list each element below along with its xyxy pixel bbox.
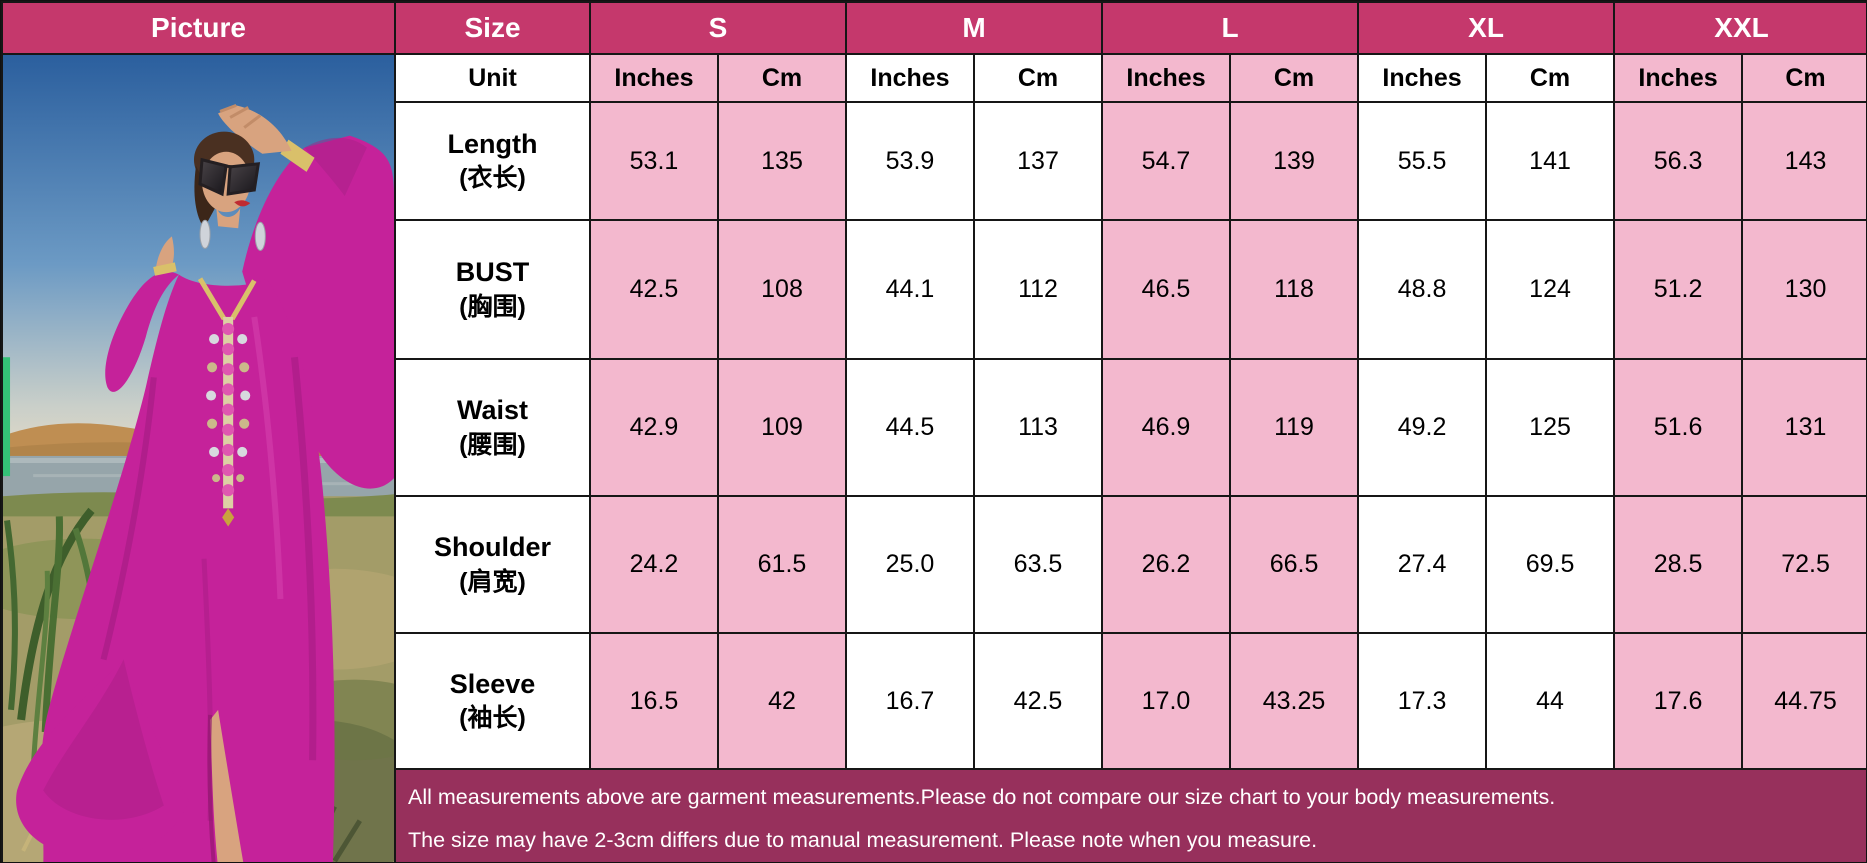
measurement-cell: 119 [1229,358,1360,497]
measurement-cell: 72.5 [1741,495,1866,634]
measurement-cell: 44.75 [1741,632,1866,770]
measurement-cell: 124 [1485,219,1616,360]
measurement-cell: 46.5 [1101,219,1232,360]
measurement-cell: 69.5 [1485,495,1616,634]
measurement-cell: 137 [972,101,1104,221]
measurement-cell: 25.0 [845,495,975,634]
notes-row: All measurements above are garment measu… [2,768,1866,862]
measurement-cell: 42.5 [589,219,719,360]
measurement-cell: 109 [717,358,847,497]
size-header-xl: XL [1357,1,1616,55]
measurement-cell: 143 [1741,101,1866,221]
size-header-m: M [844,1,1104,55]
measurement-cell: 24.2 [589,495,719,634]
measurement-cell: 16.5 [589,632,719,770]
row-label-sleeve: Sleeve (袖长) [394,632,591,770]
measurement-cell: 131 [1741,358,1866,497]
size-header-l: L [1101,1,1360,55]
green-edge-strip [4,357,11,477]
measurement-cell: 46.9 [1101,358,1232,497]
measurement-cell: 44 [1485,632,1616,770]
measurement-cell: 26.2 [1101,495,1232,634]
unit-cell: Inches [1101,53,1232,103]
measurement-cell: 53.1 [589,101,719,221]
unit-cell: Inches [589,53,719,103]
measurement-cell: 56.3 [1613,101,1744,221]
row-label-length: Length (衣长) [394,101,591,221]
table-row-length: Length (衣长) 53.1 135 53.9 137 54.7 139 5… [2,101,1866,221]
measurement-cell: 125 [1485,358,1616,497]
model-figure [16,103,393,862]
picture-column-header: Picture [1,1,396,55]
unit-cell: Cm [1741,53,1866,103]
measurement-notes: All measurements above are garment measu… [393,768,1866,862]
note-line-2: The size may have 2-3cm differs due to m… [408,828,1318,852]
unit-cell: Inches [1613,53,1744,103]
unit-cell: Cm [717,53,847,103]
size-header-xxl: XXL [1613,1,1866,55]
jeweled-placket [197,277,257,527]
measurement-cell: 61.5 [717,495,847,634]
measurement-cell: 54.7 [1101,101,1232,221]
measurement-cell: 51.2 [1613,219,1744,360]
table-row-sleeve: Sleeve (袖长) 16.5 42 16.7 42.5 17.0 43.25… [2,632,1866,770]
unit-cell: Inches [845,53,975,103]
sunglasses [198,157,261,197]
row-label-shoulder: Shoulder (肩宽) [394,495,591,634]
measurement-cell: 141 [1485,101,1616,221]
size-column-header: Size [394,1,591,55]
note-line-1: All measurements above are garment measu… [408,785,1556,809]
table-row-shoulder: Shoulder (肩宽) 24.2 61.5 25.0 63.5 26.2 6… [2,495,1866,634]
header-row: Picture Size S M L XL XXL [1,1,1866,55]
measurement-cell: 53.9 [845,101,975,221]
measurement-cell: 42 [717,632,847,770]
measurement-cell: 118 [1229,219,1360,360]
measurement-cell: 55.5 [1357,101,1488,221]
measurement-cell: 42.9 [589,358,719,497]
measurement-cell: 44.1 [845,219,975,360]
measurement-cell: 108 [717,219,847,360]
measurement-cell: 130 [1741,219,1866,360]
measurement-cell: 27.4 [1357,495,1488,634]
measurement-cell: 135 [717,101,847,221]
measurement-cell: 17.3 [1357,632,1488,770]
row-label-waist: Waist (腰围) [394,358,591,497]
measurement-cell: 44.5 [845,358,975,497]
measurement-cell: 66.5 [1229,495,1360,634]
measurement-cell: 113 [972,358,1104,497]
product-photo-illustration [4,56,393,862]
unit-cell: Inches [1357,53,1488,103]
measurement-cell: 63.5 [972,495,1104,634]
measurement-cell: 48.8 [1357,219,1488,360]
measurement-cell: 112 [972,219,1104,360]
measurement-cell: 49.2 [1357,358,1488,497]
measurement-cell: 28.5 [1613,495,1744,634]
row-label-bust: BUST (胸围) [394,219,591,360]
unit-cell: Cm [1229,53,1360,103]
measurement-cell: 51.6 [1613,358,1744,497]
measurement-cell: 139 [1229,101,1360,221]
product-photo [1,53,396,862]
size-header-s: S [589,1,847,55]
measurement-cell: 16.7 [845,632,975,770]
unit-row: Unit Inches Cm Inches Cm Inches Cm Inche… [1,53,1866,862]
measurement-cell: 42.5 [972,632,1104,770]
measurement-cell: 17.6 [1613,632,1744,770]
unit-cell: Cm [972,53,1104,103]
measurement-cell: 17.0 [1101,632,1232,770]
table-row-waist: Waist (腰围) 42.9 109 44.5 113 46.9 119 49… [2,358,1866,497]
unit-cell: Cm [1485,53,1616,103]
table-row-bust: BUST (胸围) 42.5 108 44.1 112 46.5 118 48.… [2,219,1866,360]
unit-header: Unit [394,53,591,103]
measurement-cell: 43.25 [1229,632,1360,770]
